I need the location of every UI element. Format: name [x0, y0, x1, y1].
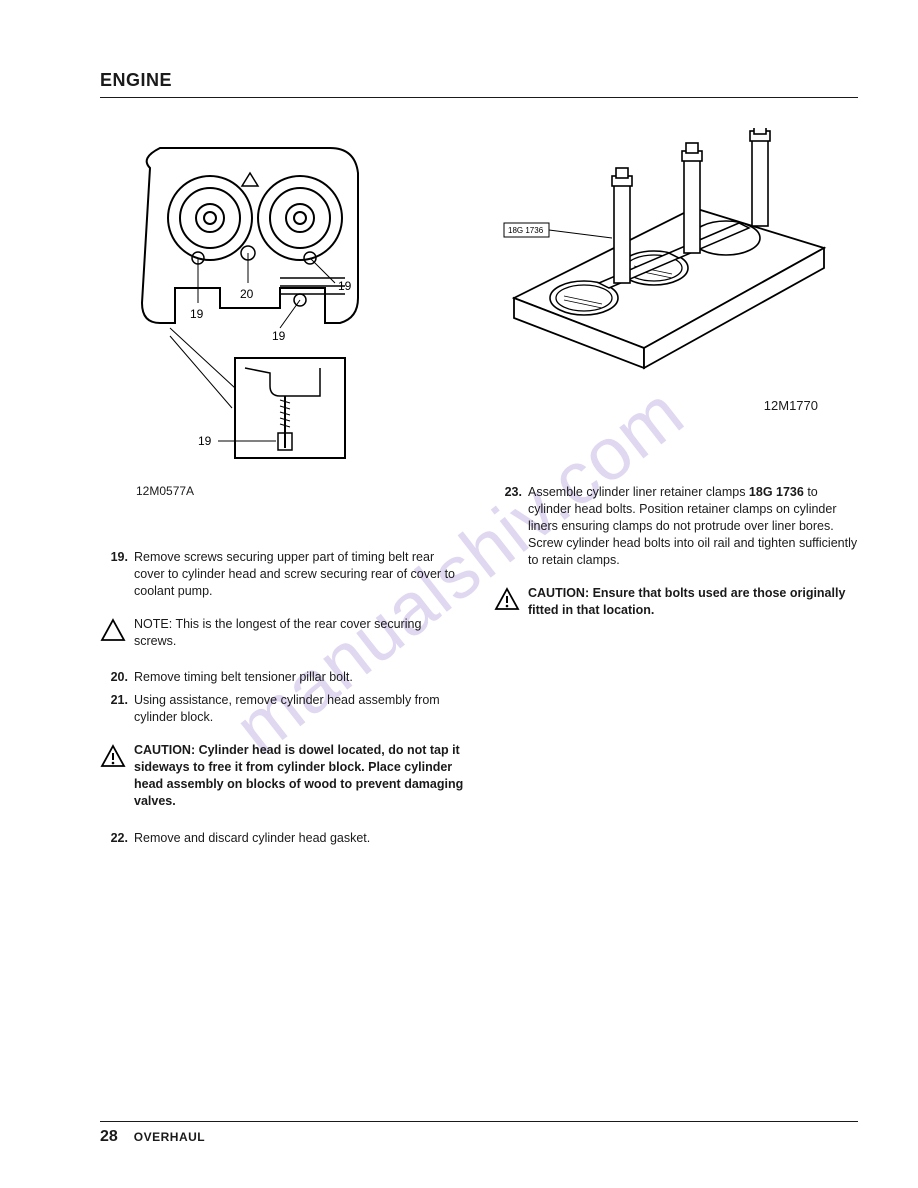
step-23-text: Assemble cylinder liner retainer clamps … [528, 484, 858, 568]
page-number: 28 [100, 1128, 118, 1146]
figure-1-caption: 12M0577A [136, 483, 464, 499]
step-20-text: Remove timing belt tensioner pillar bolt… [134, 669, 464, 686]
step-20-num: 20. [100, 669, 134, 686]
triangle-icon [100, 616, 128, 650]
caution-2-text: CAUTION: Ensure that bolts used are thos… [522, 585, 858, 619]
step-22: 22. Remove and discard cylinder head gas… [100, 830, 464, 847]
step-22-num: 22. [100, 830, 134, 847]
left-column: 19 20 19 19 [100, 128, 464, 852]
step-21-text: Using assistance, remove cylinder head a… [134, 692, 464, 726]
title-rule [100, 97, 858, 98]
figure-2-caption: 12M1770 [494, 397, 818, 415]
step-22-text: Remove and discard cylinder head gasket. [134, 830, 464, 847]
fig1-callout-19c: 19 [272, 329, 286, 343]
caution-2: CAUTION: Ensure that bolts used are thos… [494, 585, 858, 619]
step-23-pre: Assemble cylinder liner retainer clamps [528, 485, 749, 499]
fig2-callout: 18G 1736 [508, 226, 544, 235]
step-23: 23. Assemble cylinder liner retainer cla… [494, 484, 858, 568]
footer-rule [100, 1121, 858, 1122]
page-footer: 28 OVERHAUL [100, 1121, 858, 1146]
note-1: NOTE: This is the longest of the rear co… [100, 616, 464, 650]
note-1-text: NOTE: This is the longest of the rear co… [128, 616, 464, 650]
warning-icon [494, 585, 522, 619]
step-19-num: 19. [100, 549, 134, 600]
warning-icon [100, 742, 128, 810]
figure-1: 19 20 19 19 [120, 128, 464, 473]
fig1-callout-20: 20 [240, 287, 254, 301]
step-23-num: 23. [494, 484, 528, 568]
step-21-num: 21. [100, 692, 134, 726]
section-title: ENGINE [100, 70, 858, 91]
step-21: 21. Using assistance, remove cylinder he… [100, 692, 464, 726]
step-23-bold: 18G 1736 [749, 485, 804, 499]
fig1-callout-19b: 19 [338, 279, 352, 293]
caution-1: CAUTION: Cylinder head is dowel located,… [100, 742, 464, 810]
step-20: 20. Remove timing belt tensioner pillar … [100, 669, 464, 686]
figure-2: 18G 1736 12M1770 [494, 128, 858, 414]
footer-label: OVERHAUL [134, 1130, 205, 1144]
step-19-text: Remove screws securing upper part of tim… [134, 549, 464, 600]
step-19: 19. Remove screws securing upper part of… [100, 549, 464, 600]
fig1-callout-19a: 19 [190, 307, 204, 321]
right-column: 18G 1736 12M1770 23. Assemble cylinder l… [494, 128, 858, 852]
caution-1-text: CAUTION: Cylinder head is dowel located,… [128, 742, 464, 810]
fig1-callout-19d: 19 [198, 434, 212, 448]
